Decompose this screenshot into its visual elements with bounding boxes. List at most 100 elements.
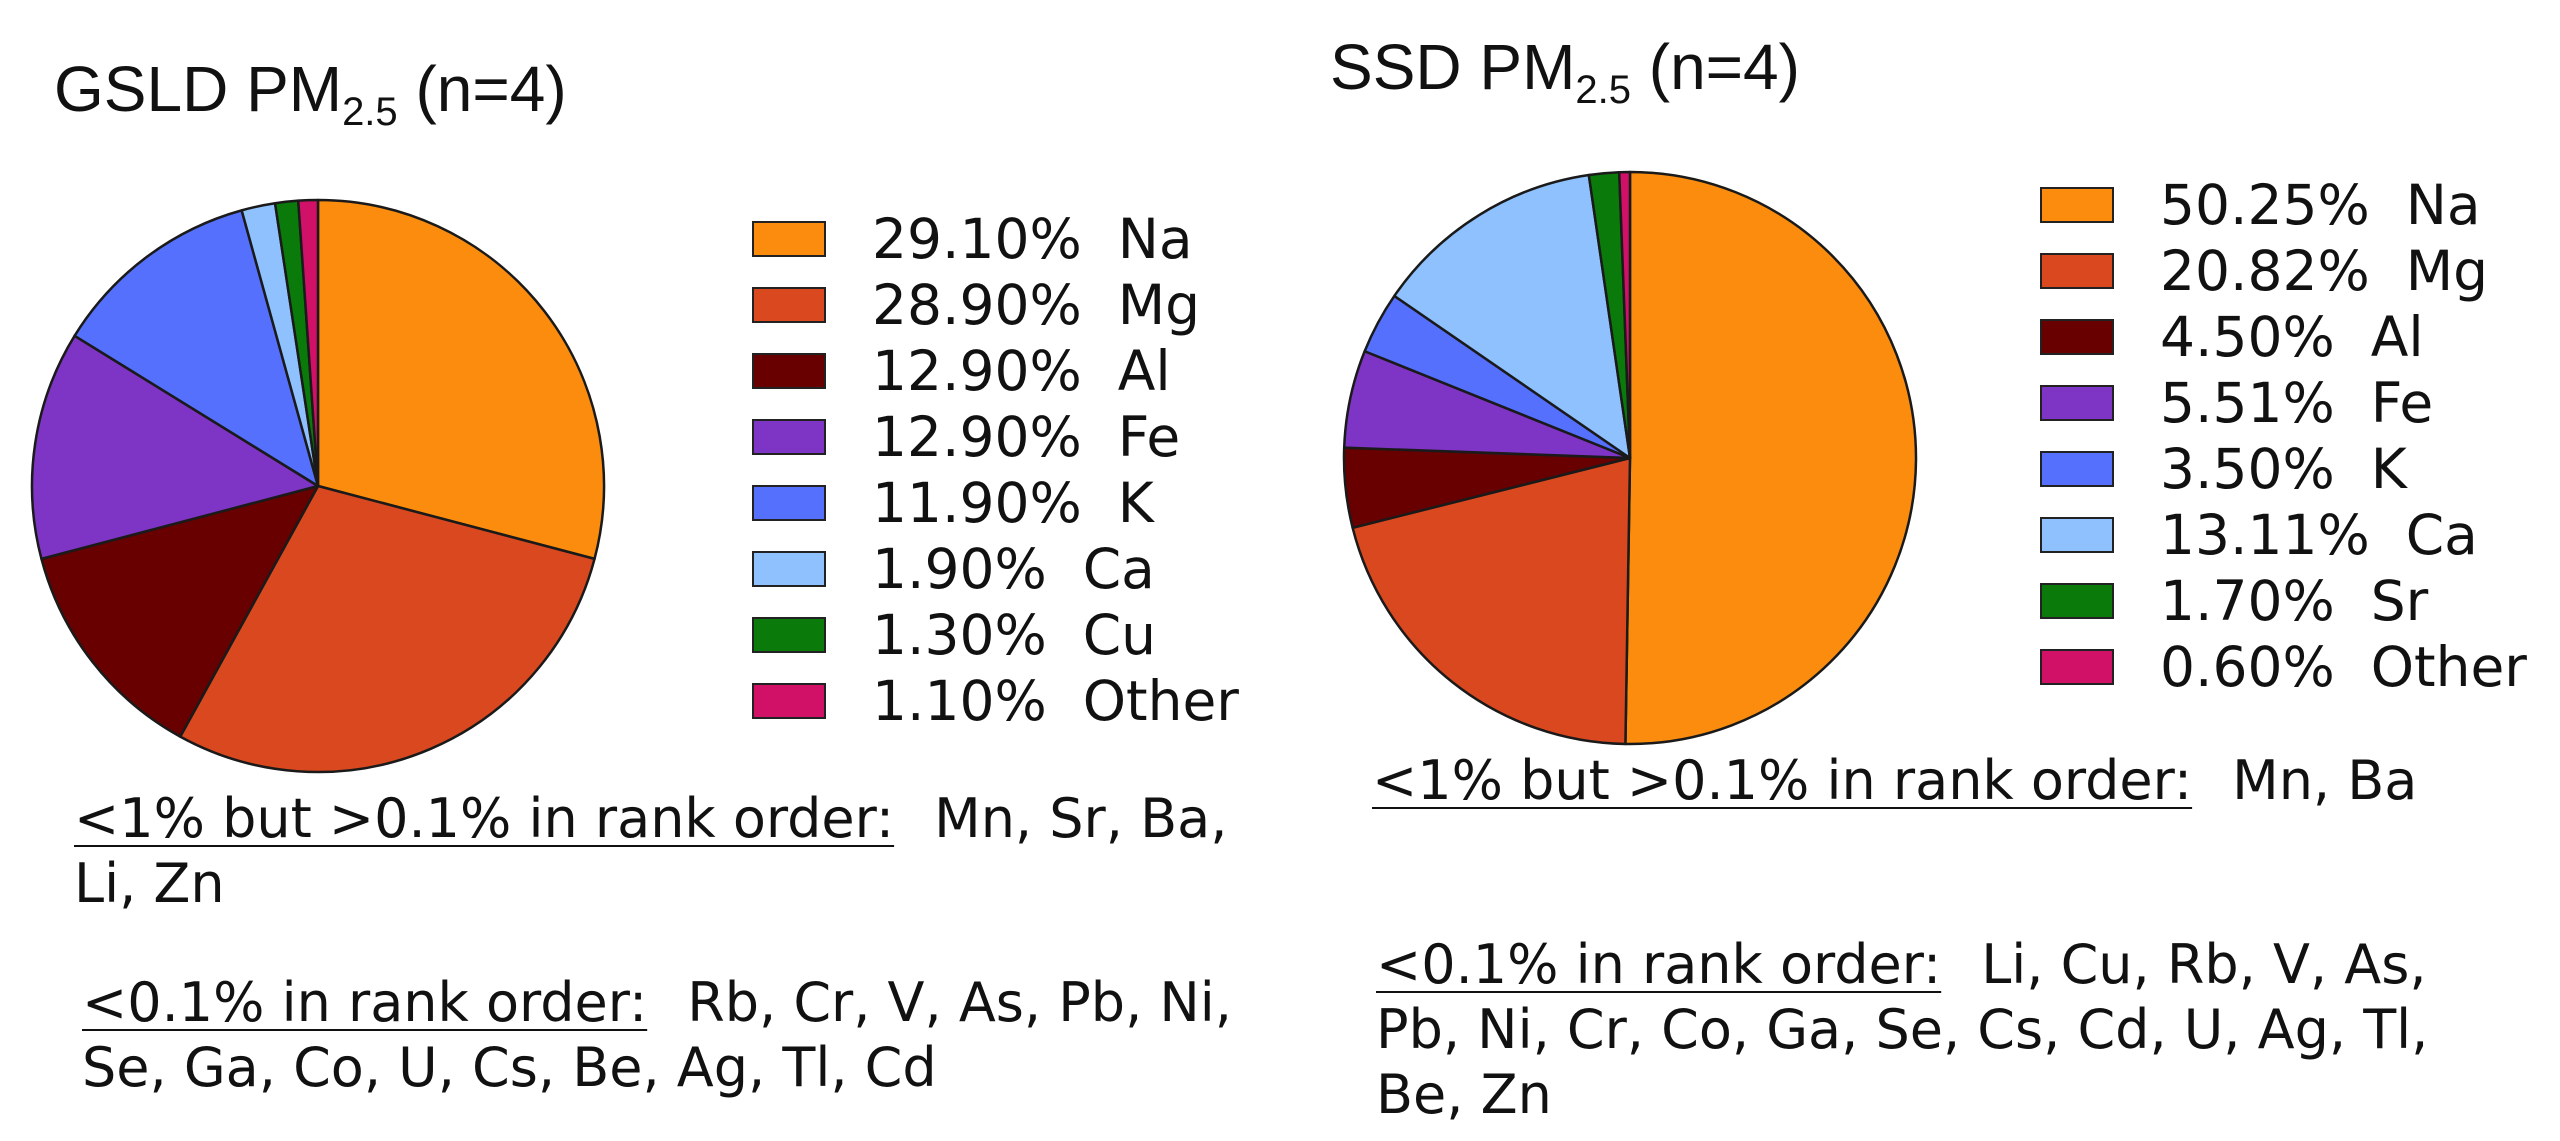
legend-value-na: 29.10% [872,207,1082,271]
gsld-chart-title: GSLD PM2.5 (n=4) [54,52,567,135]
legend-swatch-mg [2040,253,2114,289]
legend-label-na: Na [1117,207,1193,271]
gsld-trace-note-heading: <1% but >0.1% in rank order: [74,787,895,850]
ssd-legend: 50.25% Na 20.82% Mg 4.50% Al 5.51% Fe 3.… [2040,172,2527,700]
legend-item-ca: 13.11% Ca [2040,502,2527,568]
ssd-ultratrace-note: <0.1% in rank order: Li, Cu, Rb, V, As, P… [1376,932,2526,1127]
legend-label-na: Na [2405,173,2481,237]
gsld-pie-panel: GSLD PM2.5 (n=4) 29.10% Na 28.90% Mg 12.… [30,52,1242,1100]
legend-value-ca: 1.90% [872,537,1047,601]
legend-item-other: 1.10% Other [752,668,1239,734]
legend-label-fe: Fe [1117,405,1181,469]
gsld-ultratrace-note: <0.1% in rank order: Rb, Cr, V, As, Pb, N… [82,970,1242,1100]
pie-slice-ca [1393,173,1632,460]
legend-item-cu: 1.30% Cu [752,602,1239,668]
legend-swatch-other [752,683,826,719]
legend-item-na: 50.25% Na [2040,172,2527,238]
pie-slice-na [316,198,606,561]
ssd-title-tail: (n=4) [1648,31,1800,103]
legend-label-mg: Mg [1117,273,1201,337]
legend-swatch-ca [752,551,826,587]
legend-swatch-fe [2040,385,2114,421]
gsld-title-subscript: 2.5 [342,90,398,134]
pie-slice-other [296,198,320,488]
legend-swatch-ca [2040,517,2114,553]
legend-value-other: 0.60% [2160,635,2335,699]
legend-label-other: Other [1082,669,1239,733]
ssd-ultratrace-note-text: Li, Cu, Rb, V, As, Pb, Ni, Cr, Co, Ga, S… [1376,933,2429,1126]
legend-item-al: 4.50% Al [2040,304,2527,370]
legend-swatch-mg [752,287,826,323]
gsld-ultratrace-note-text: Rb, Cr, V, As, Pb, Ni, Se, Ga, Co, U, Cs… [82,971,1232,1099]
pie-slice-other [1617,170,1632,460]
ssd-title-main: SSD PM [1330,31,1576,103]
legend-label-mg: Mg [2405,239,2489,303]
pie-slice-k [73,209,320,488]
legend-item-mg: 28.90% Mg [752,272,1239,338]
legend-value-mg: 28.90% [872,273,1082,337]
gsld-title-tail: (n=4) [415,53,567,125]
legend-value-fe: 12.90% [872,405,1082,469]
legend-value-ca: 13.11% [2160,503,2370,567]
legend-item-k: 11.90% K [752,470,1239,536]
legend-label-k: K [2370,437,2407,501]
gsld-pie-chart [30,198,606,774]
legend-label-al: Al [1117,339,1171,403]
legend-item-other: 0.60% Other [2040,634,2527,700]
gsld-trace-note-text: Mn, Sr, Ba, Li, Zn [74,787,1228,915]
legend-item-al: 12.90% Al [752,338,1239,404]
legend-swatch-k [2040,451,2114,487]
ssd-trace-note-text: Mn, Ba [2232,749,2418,812]
pie-slice-al [40,484,320,738]
legend-value-cu: 1.30% [872,603,1047,667]
legend-swatch-na [2040,187,2114,223]
legend-swatch-fe [752,419,826,455]
pie-slice-mg [178,484,596,774]
pie-slice-fe [30,334,320,561]
legend-swatch-cu [752,617,826,653]
gsld-trace-note: <1% but >0.1% in rank order: Mn, Sr, Ba, … [74,786,1234,916]
gsld-legend: 29.10% Na 28.90% Mg 12.90% Al 12.90% Fe … [752,206,1239,734]
ssd-ultratrace-note-heading: <0.1% in rank order: [1376,933,1942,996]
gsld-title-main: GSLD PM [54,53,343,125]
legend-value-mg: 20.82% [2160,239,2370,303]
legend-label-other: Other [2370,635,2527,699]
legend-label-cu: Cu [1082,603,1156,667]
legend-value-sr: 1.70% [2160,569,2335,633]
ssd-trace-note-heading: <1% but >0.1% in rank order: [1372,749,2193,812]
legend-label-ca: Ca [1082,537,1155,601]
ssd-pie-chart [1342,170,1918,746]
legend-value-al: 12.90% [872,339,1082,403]
legend-item-fe: 5.51% Fe [2040,370,2527,436]
legend-swatch-sr [2040,583,2114,619]
legend-swatch-al [2040,319,2114,355]
legend-value-k: 11.90% [872,471,1082,535]
legend-label-fe: Fe [2370,371,2434,435]
legend-swatch-k [752,485,826,521]
legend-item-k: 3.50% K [2040,436,2527,502]
ssd-trace-note: <1% but >0.1% in rank order: Mn, Ba [1372,748,2532,813]
legend-value-na: 50.25% [2160,173,2370,237]
pie-slice-mg [1351,456,1632,746]
legend-value-al: 4.50% [2160,305,2335,369]
pie-slice-na [1624,170,1918,746]
legend-label-sr: Sr [2370,569,2429,633]
legend-item-sr: 1.70% Sr [2040,568,2527,634]
ssd-chart-title: SSD PM2.5 (n=4) [1330,30,1800,113]
legend-value-other: 1.10% [872,669,1047,733]
legend-item-mg: 20.82% Mg [2040,238,2527,304]
legend-swatch-al [752,353,826,389]
gsld-ultratrace-note-heading: <0.1% in rank order: [82,971,648,1034]
legend-label-al: Al [2370,305,2424,369]
legend-label-ca: Ca [2405,503,2478,567]
legend-value-fe: 5.51% [2160,371,2335,435]
legend-item-na: 29.10% Na [752,206,1239,272]
legend-item-fe: 12.90% Fe [752,404,1239,470]
legend-value-k: 3.50% [2160,437,2335,501]
legend-item-ca: 1.90% Ca [752,536,1239,602]
ssd-title-subscript: 2.5 [1575,68,1631,112]
legend-label-k: K [1117,471,1154,535]
legend-swatch-na [752,221,826,257]
ssd-pie-panel: SSD PM2.5 (n=4) 50.25% Na 20.82% Mg 4.50… [1300,0,2560,1141]
legend-swatch-other [2040,649,2114,685]
